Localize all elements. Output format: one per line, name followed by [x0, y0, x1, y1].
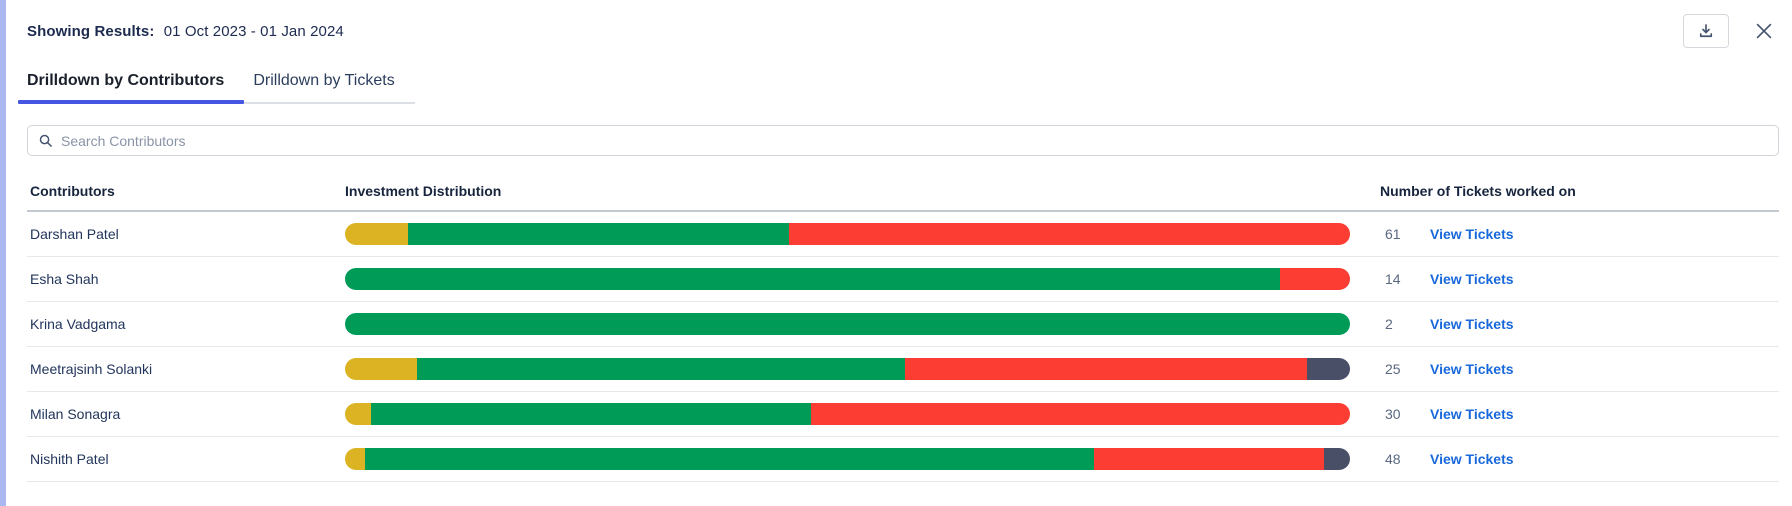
- bar-segment-yellow: [345, 223, 409, 245]
- tab-drilldown-by-tickets[interactable]: Drilldown by Tickets: [244, 66, 416, 104]
- tab-label: Drilldown by Tickets: [253, 72, 395, 89]
- bar-segment-dark: [1306, 358, 1350, 380]
- investment-distribution-bar: [345, 403, 1350, 425]
- bar-segment-green: [371, 403, 812, 425]
- tickets-count: 2: [1385, 316, 1393, 332]
- showing-results-text: Showing Results: 01 Oct 2023 - 01 Jan 20…: [27, 23, 344, 40]
- date-range-value: 01 Oct 2023 - 01 Jan 2024: [163, 22, 344, 40]
- table-row: Milan Sonagra 30 View Tickets: [27, 392, 1779, 437]
- close-button[interactable]: [1749, 16, 1779, 46]
- contributor-name: Nishith Patel: [30, 451, 109, 467]
- table-header: Contributors Investment Distribution Num…: [27, 183, 1779, 212]
- bar-segment-green: [408, 223, 790, 245]
- search-icon: [38, 133, 53, 148]
- tab-drilldown-by-contributors[interactable]: Drilldown by Contributors: [18, 66, 245, 104]
- search-contributors-input[interactable]: [61, 132, 1768, 149]
- close-icon: [1753, 20, 1775, 42]
- investment-distribution-bar: [345, 313, 1350, 335]
- download-icon: [1697, 22, 1715, 40]
- table-row: Darshan Patel 61 View Tickets: [27, 212, 1779, 257]
- table-row: Nishith Patel 48 View Tickets: [27, 437, 1779, 482]
- view-tickets-link[interactable]: View Tickets: [1430, 451, 1514, 467]
- view-tickets-link[interactable]: View Tickets: [1430, 271, 1514, 287]
- column-header-investment-distribution: Investment Distribution: [345, 183, 502, 199]
- investment-distribution-bar: [345, 223, 1350, 245]
- column-header-contributors: Contributors: [30, 183, 115, 199]
- contributor-name: Krina Vadgama: [30, 316, 126, 332]
- contributor-name: Milan Sonagra: [30, 406, 121, 422]
- contributors-table-body: Darshan Patel 61 View Tickets Esha Shah …: [27, 212, 1779, 482]
- bar-segment-red: [1279, 268, 1350, 290]
- drilldown-panel: Showing Results: 01 Oct 2023 - 01 Jan 20…: [18, 12, 1779, 482]
- table-row: Krina Vadgama 2 View Tickets: [27, 302, 1779, 347]
- drilldown-tabs: Drilldown by Contributors Drilldown by T…: [18, 66, 1779, 104]
- left-edge-strip: [0, 0, 6, 506]
- table-row: Meetrajsinh Solanki 25 View Tickets: [27, 347, 1779, 392]
- view-tickets-link[interactable]: View Tickets: [1430, 316, 1514, 332]
- tickets-count: 48: [1385, 451, 1401, 467]
- tab-label: Drilldown by Contributors: [27, 72, 225, 89]
- column-header-number-of-tickets: Number of Tickets worked on: [1380, 183, 1576, 199]
- tickets-count: 30: [1385, 406, 1401, 422]
- view-tickets-link[interactable]: View Tickets: [1430, 226, 1514, 242]
- bar-segment-green: [345, 268, 1280, 290]
- table-row: Esha Shah 14 View Tickets: [27, 257, 1779, 302]
- bar-segment-yellow: [345, 448, 366, 470]
- bar-segment-red: [789, 223, 1350, 245]
- investment-distribution-bar: [345, 358, 1350, 380]
- bar-segment-red: [904, 358, 1307, 380]
- tickets-count: 14: [1385, 271, 1401, 287]
- tickets-count: 61: [1385, 226, 1401, 242]
- investment-distribution-bar: [345, 268, 1350, 290]
- bar-segment-yellow: [345, 358, 418, 380]
- contributor-name: Meetrajsinh Solanki: [30, 361, 153, 377]
- contributor-name: Esha Shah: [30, 271, 99, 287]
- download-button[interactable]: [1683, 14, 1729, 48]
- contributor-name: Darshan Patel: [30, 226, 119, 242]
- panel-header: Showing Results: 01 Oct 2023 - 01 Jan 20…: [27, 12, 1779, 50]
- bar-segment-red: [1093, 448, 1324, 470]
- bar-segment-dark: [1323, 448, 1350, 470]
- tickets-count: 25: [1385, 361, 1401, 377]
- view-tickets-link[interactable]: View Tickets: [1430, 361, 1514, 377]
- showing-results-label: Showing Results:: [27, 22, 155, 40]
- bar-segment-green: [345, 313, 1350, 335]
- search-bar: [27, 125, 1779, 156]
- bar-segment-green: [365, 448, 1094, 470]
- investment-distribution-bar: [345, 448, 1350, 470]
- bar-segment-green: [417, 358, 905, 380]
- bar-segment-yellow: [345, 403, 372, 425]
- view-tickets-link[interactable]: View Tickets: [1430, 406, 1514, 422]
- bar-segment-red: [811, 403, 1350, 425]
